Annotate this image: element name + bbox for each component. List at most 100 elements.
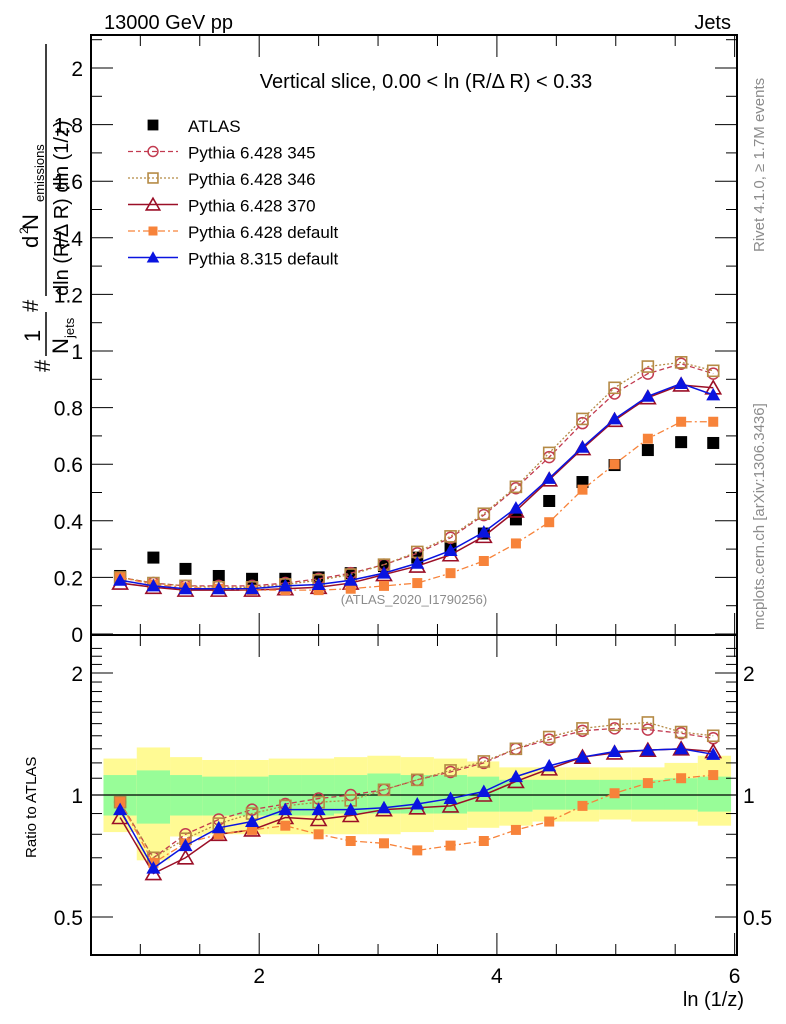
ylabel-nem: N — [18, 214, 43, 230]
main-y-tick-label: 0.2 — [54, 567, 83, 590]
data-point — [146, 578, 161, 592]
ratio-data-point — [577, 800, 588, 811]
data-point — [543, 494, 556, 507]
ratio-data-point — [609, 788, 620, 799]
ylabel-denominator: dln (R/Δ R) dln (1/z) — [51, 120, 73, 296]
data-point — [542, 446, 556, 460]
data-point — [443, 543, 458, 557]
legend-marker — [147, 145, 159, 158]
ratio-y-tick-label: 2 — [71, 663, 83, 686]
data-point — [544, 517, 555, 528]
ratio-data-point — [309, 810, 328, 827]
legend-item: Pythia 6.428 346 — [128, 170, 316, 189]
data-point — [445, 568, 456, 579]
ratio-series-line — [119, 727, 714, 859]
uncertainty-band-inner — [499, 779, 533, 812]
data-point — [211, 581, 226, 595]
ratio-series-pythia-8-315-default — [113, 741, 721, 874]
data-point — [542, 471, 557, 484]
ratio-data-point — [441, 797, 460, 813]
plot-title: Vertical slice, 0.00 < ln (R/Δ R) < 0.33 — [260, 71, 592, 93]
ratio-data-point — [376, 800, 391, 814]
data-point — [510, 538, 521, 549]
data-point — [576, 412, 589, 426]
main-panel: 0 0.2 0.4 0.6 0.8 1 1.2 1.4 1.6 1.8 2 — [54, 34, 738, 647]
data-point — [444, 530, 457, 543]
x-axis-label: ln (1/z) — [683, 989, 744, 1011]
legend-marker — [144, 196, 162, 211]
ratio-data-point — [575, 750, 590, 763]
legend-label: Pythia 6.428 345 — [188, 144, 316, 163]
ratio-data-point — [542, 758, 557, 772]
data-point — [246, 572, 259, 585]
data-point — [343, 573, 358, 586]
data-point — [641, 367, 655, 380]
ratio-data-point — [443, 791, 458, 805]
ratio-data-point — [444, 764, 457, 777]
ratio-data-point — [445, 840, 456, 851]
ratio-data-point — [176, 849, 195, 865]
ratio-data-point — [476, 784, 491, 798]
ratio-data-point — [311, 802, 326, 816]
ratio-data-point — [115, 797, 126, 808]
uncertainty-band-inner — [136, 770, 171, 824]
ratio-data-point — [247, 824, 258, 835]
legend-item: Pythia 6.428 370 — [128, 197, 316, 216]
ylabel-numerator: d — [18, 236, 43, 248]
legend-marker — [147, 119, 159, 131]
data-point — [478, 555, 489, 566]
ylabel-sup2: 2 — [17, 227, 31, 234]
data-point — [147, 551, 160, 564]
ratio-data-point — [343, 802, 358, 816]
legend-marker — [147, 172, 159, 184]
ratio-data-point — [708, 770, 719, 781]
ratio-data-point — [509, 742, 523, 756]
main-y-tick-label: 0.8 — [54, 398, 83, 421]
data-point — [707, 436, 720, 449]
data-point — [178, 581, 193, 595]
ylabel-hash-2: # — [18, 299, 43, 312]
data-point — [508, 501, 523, 514]
ratio-data-point — [377, 783, 391, 797]
ylabel-jets-sub: jets — [62, 317, 77, 339]
data-point — [313, 585, 324, 596]
main-y-axis-label: # 1 N jets # d 2 N emissions dln (R/Δ R)… — [17, 44, 77, 372]
ratio-data-point — [674, 725, 688, 739]
main-y-tick-label: 1.2 — [54, 284, 83, 307]
main-y-tick-label: 1.6 — [54, 171, 83, 194]
data-point — [412, 578, 423, 589]
ratio-data-point — [146, 861, 161, 874]
ratio-y-axis-label: Ratio to ATLAS — [23, 757, 40, 858]
ratio-series-line — [119, 721, 714, 859]
ratio-data-point — [674, 741, 689, 755]
legend-item: Pythia 6.428 345 — [128, 144, 316, 163]
ratio-data-point — [607, 744, 622, 758]
rivet-version-label: Rivet 4.1.0, ≥ 1.7M events — [751, 78, 768, 252]
series-pythia-8-315-default — [113, 376, 721, 595]
data-point — [675, 436, 688, 449]
data-point — [706, 364, 720, 378]
legend-label: Pythia 6.428 default — [188, 223, 339, 242]
ylabel-one: 1 — [20, 330, 45, 342]
data-point — [640, 389, 655, 402]
ratio-data-point — [640, 743, 655, 756]
ratio-data-point — [378, 838, 389, 849]
ratio-y-tick-label-right: 1 — [743, 785, 755, 808]
energy-label: 13000 GeV pp — [104, 12, 233, 34]
ratio-data-point — [576, 722, 589, 735]
legend-label: ATLAS — [188, 117, 241, 136]
ratio-data-point — [641, 716, 655, 729]
data-point — [410, 556, 425, 569]
main-y-tick-label: 1.8 — [54, 115, 83, 138]
uncertainty-band-inner — [202, 776, 236, 816]
data-point — [245, 581, 260, 595]
ratio-data-point — [676, 773, 687, 784]
ratio-y-tick-label-right: 2 — [743, 663, 755, 686]
data-point — [575, 440, 590, 453]
data-point — [674, 376, 689, 390]
ratio-data-point — [510, 824, 521, 835]
ratio-data-point — [544, 816, 555, 827]
data-point — [608, 381, 621, 395]
legend-item: ATLAS — [147, 117, 241, 136]
ratio-data-point — [211, 820, 226, 834]
